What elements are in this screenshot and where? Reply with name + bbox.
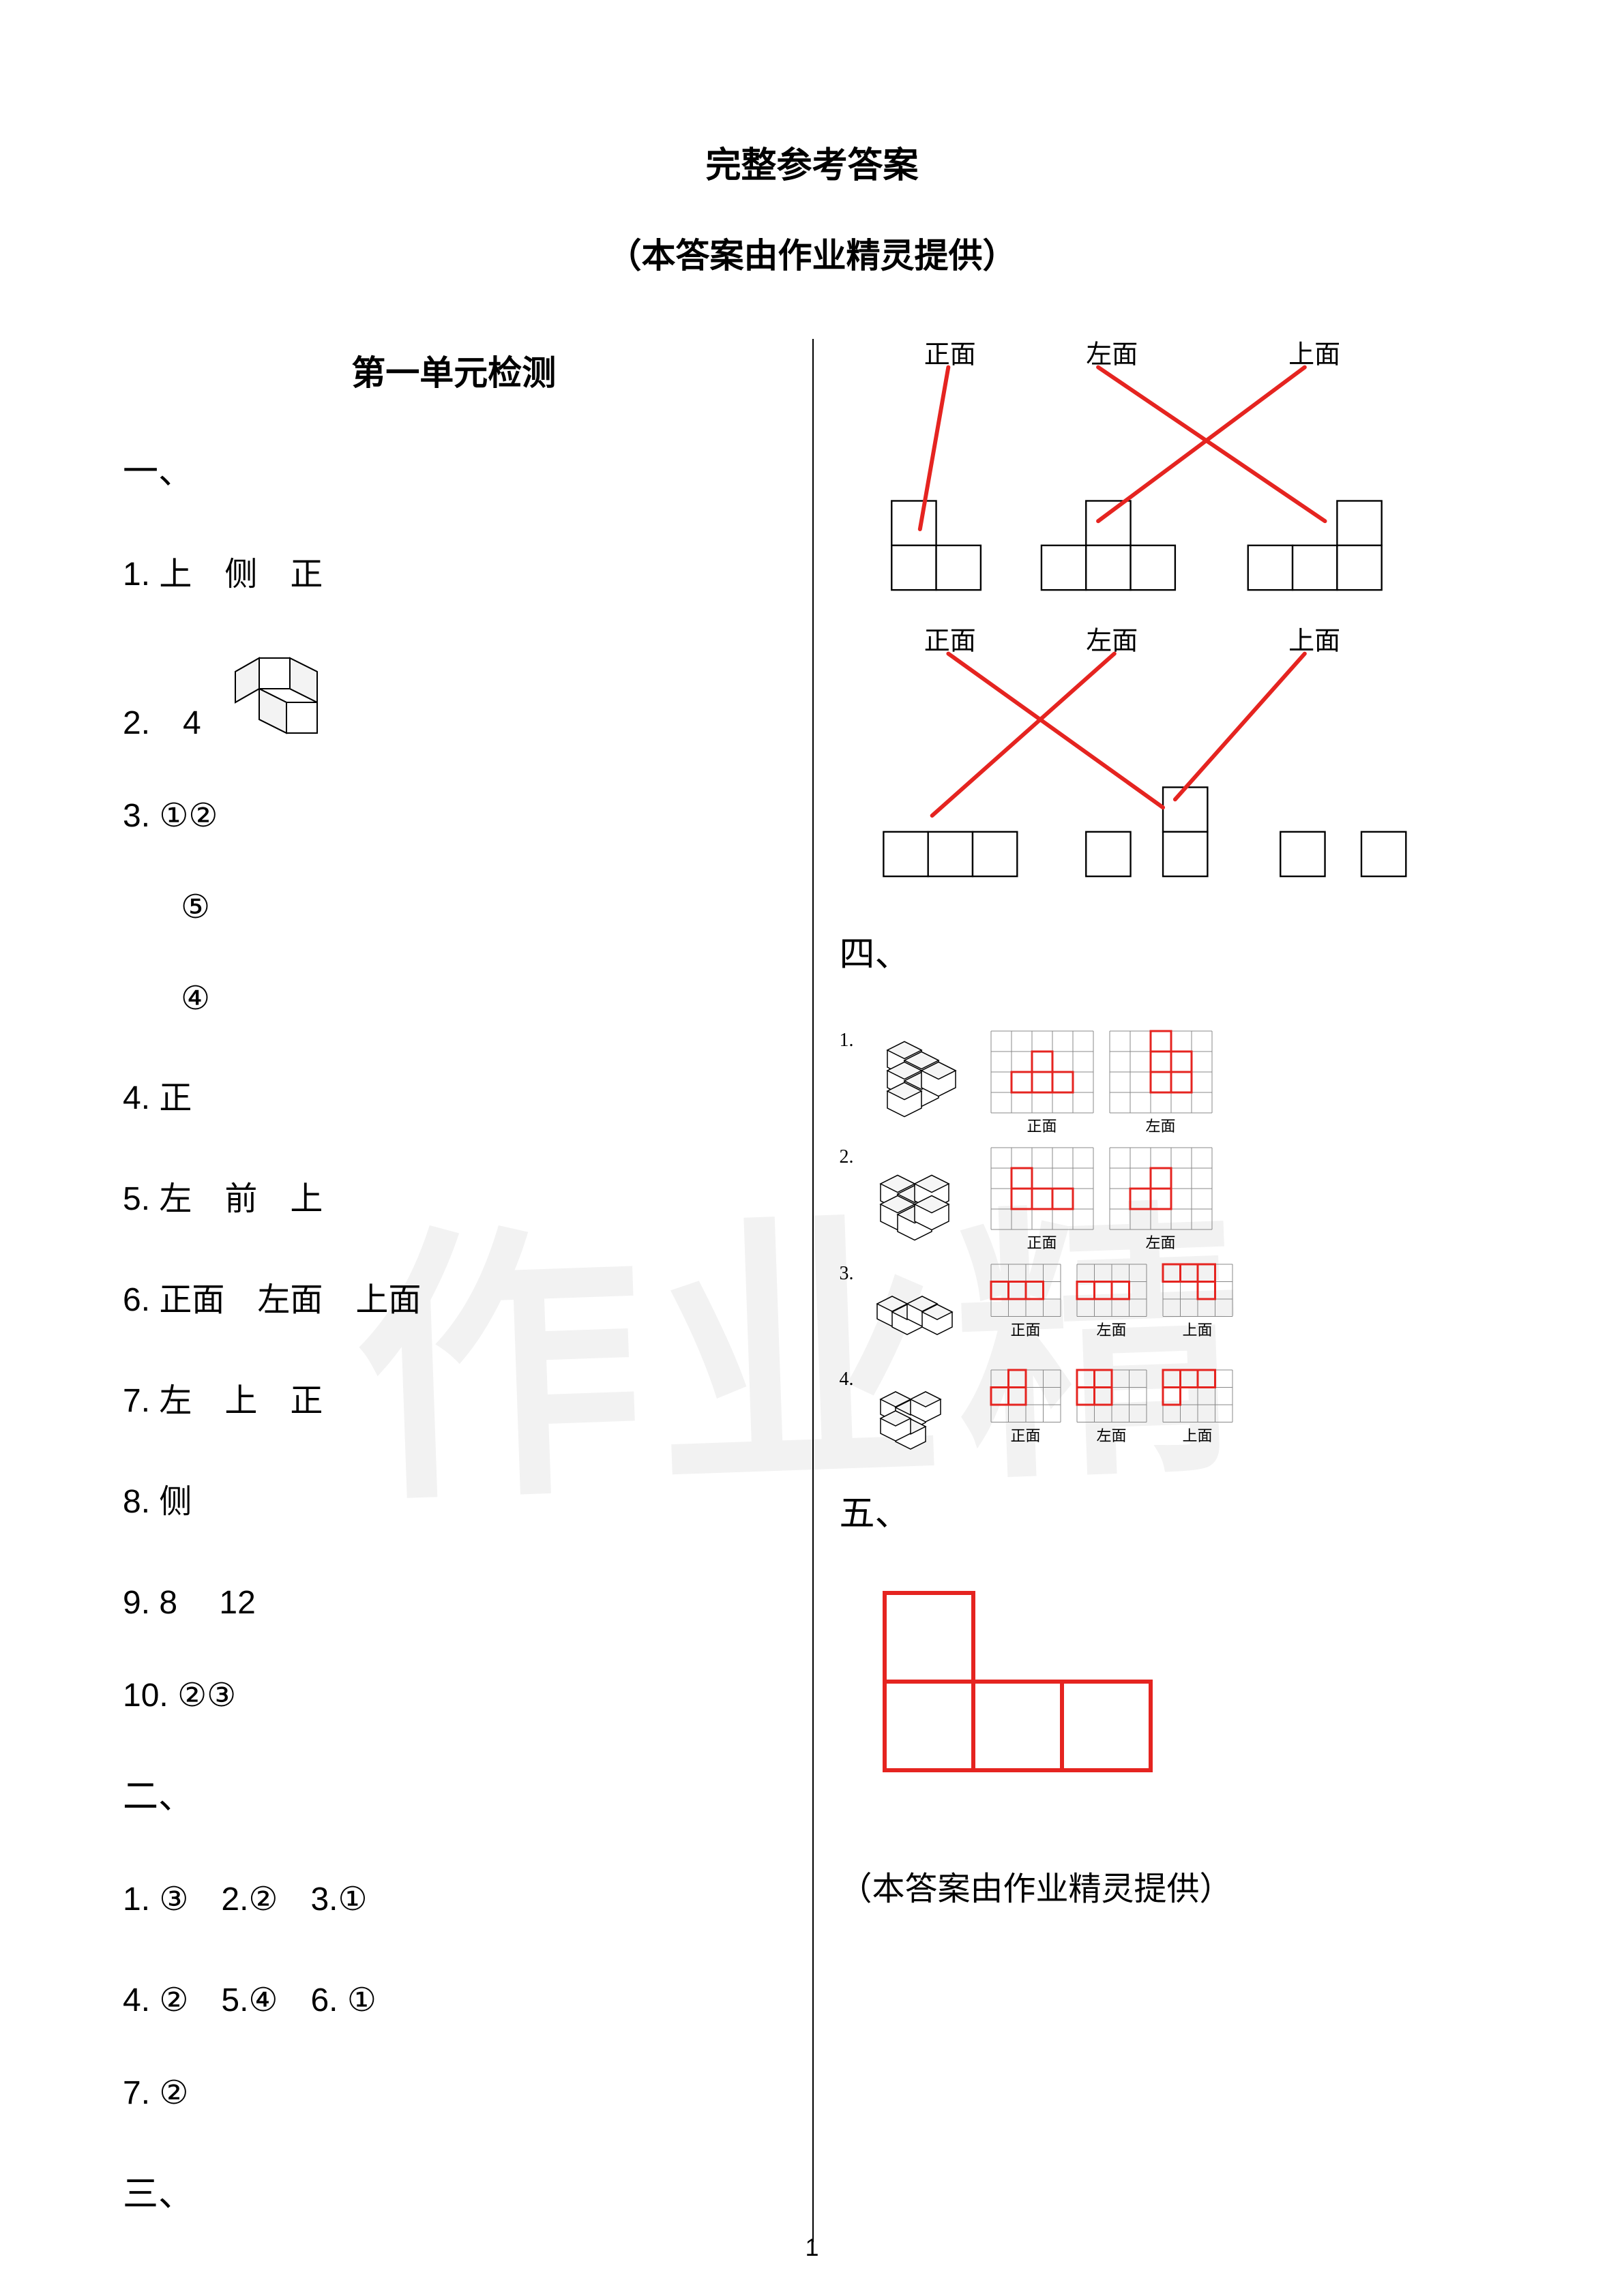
q3a: 3. ①② [123, 796, 785, 835]
s2-line3: 7. ② [123, 2074, 785, 2112]
q5: 5. 左 前 上 [123, 1172, 785, 1219]
iso-cube-icon [867, 1146, 983, 1242]
q3c: ④ [181, 979, 785, 1017]
label-left: 左面 [1086, 341, 1138, 370]
section-2-label: 二、 [123, 1768, 785, 1819]
columns: 第一单元检测 一、 1. 上 侧 正 2. 4 [123, 339, 1501, 2269]
item-number: 1. [840, 1030, 867, 1052]
section-3-label: 三、 [123, 2165, 785, 2216]
q6: 6. 正面 左面 上面 [123, 1272, 785, 1320]
sec4-row: 2. 正面左面 [840, 1146, 1502, 1253]
item-number: 2. [840, 1146, 867, 1168]
sec3-diagram-2: 正面 左面 上面 [840, 625, 1502, 884]
q2-cube-icon [222, 648, 338, 743]
svg-text:正面: 正面 [924, 627, 975, 656]
unit-title: 第一单元检测 [123, 346, 785, 395]
item-number: 4. [840, 1369, 867, 1390]
grid-label: 左面 [1108, 1114, 1213, 1136]
q2-text: 2. 4 [123, 696, 201, 743]
sec4-row: 3. 正面左面上面 [840, 1263, 1502, 1358]
sec5-shape [881, 1589, 1502, 1807]
q3b: ⑤ [181, 888, 785, 926]
grid-label: 左面 [1076, 1318, 1148, 1340]
q8: 8. 侧 [123, 1474, 785, 1522]
page-title: 完整参考答案 [123, 136, 1501, 188]
page-subtitle: （本答案由作业精灵提供） [123, 228, 1501, 278]
q2: 2. 4 [123, 648, 785, 743]
q4: 4. 正 [123, 1071, 785, 1118]
section-5-label: 五、 [840, 1485, 1502, 1536]
section-1-label: 一、 [123, 443, 785, 494]
grid-label: 左面 [1076, 1424, 1148, 1446]
page: 作业精 完整参考答案 （本答案由作业精灵提供） 第一单元检测 一、 1. 上 侧… [0, 0, 1624, 2296]
iso-cube-icon [867, 1030, 983, 1125]
svg-text:左面: 左面 [1086, 627, 1138, 656]
sec4-row: 4. 正面左面上面 [840, 1369, 1502, 1464]
grid-label: 正面 [990, 1318, 1062, 1340]
iso-cube-icon [867, 1263, 983, 1358]
label-top: 上面 [1288, 341, 1340, 370]
q9: 9. 8 12 [123, 1575, 785, 1623]
q1: 1. 上 侧 正 [123, 547, 785, 595]
sec3-diagram-1: 正面 左面 上面 [840, 339, 1502, 598]
section-4-label: 四、 [840, 925, 1502, 976]
sec4-row: 1. 正面左面 [840, 1030, 1502, 1136]
left-column: 第一单元检测 一、 1. 上 侧 正 2. 4 [123, 339, 812, 2269]
q10: 10. ②③ [123, 1676, 785, 1714]
s2-line2: 4. ② 5.④ 6. ① [123, 1973, 785, 2021]
right-column: 正面 左面 上面 [812, 339, 1502, 2269]
grid-label: 上面 [1162, 1318, 1234, 1340]
grid-label: 正面 [990, 1424, 1062, 1446]
footer-note: （本答案由作业精灵提供） [840, 1862, 1502, 1909]
grid-label: 左面 [1108, 1231, 1213, 1253]
grid-label: 正面 [990, 1231, 1095, 1253]
item-number: 3. [840, 1263, 867, 1285]
svg-text:上面: 上面 [1288, 627, 1340, 656]
s2-line1: 1. ③ 2.② 3.① [123, 1872, 785, 1920]
column-divider [812, 339, 814, 2242]
label-front: 正面 [924, 341, 975, 370]
grid-label: 上面 [1162, 1424, 1234, 1446]
q7: 7. 左 上 正 [123, 1373, 785, 1421]
iso-cube-icon [867, 1369, 983, 1464]
sec4-grids: 1.正面左面2.正面左面3.正面左面上面4.正面左面上面 [840, 1030, 1502, 1464]
grid-label: 正面 [990, 1114, 1095, 1136]
